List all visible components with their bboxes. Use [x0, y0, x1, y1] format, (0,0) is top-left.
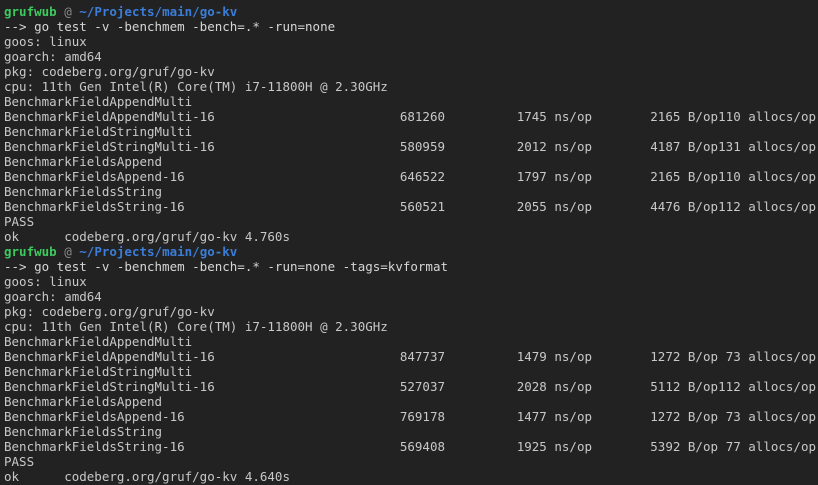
prompt-username: grufwub — [4, 244, 57, 259]
benchmark-iterations: 580959 — [399, 139, 445, 154]
benchmark-allocs-per-op: 73 allocs/op — [725, 349, 816, 364]
prompt-line: grufwub @ ~/Projects/main/go-kv — [4, 244, 818, 259]
benchmark-allocs-per-op: 77 allocs/op — [725, 439, 816, 454]
benchmark-row: BenchmarkFieldAppendMulti-16 681260 1745 n… — [4, 109, 818, 124]
benchmark-name: BenchmarkFieldsString-16 — [4, 439, 185, 454]
benchmark-bytes-per-op: 4476 B/op — [650, 199, 718, 214]
benchmark-bytes-per-op: 1272 B/op — [650, 349, 718, 364]
benchmark-iterations: 560521 — [399, 199, 445, 214]
benchmark-row: BenchmarkFieldAppendMulti-16 847737 1479 n… — [4, 349, 818, 364]
prompt-at-symbol: @ — [64, 4, 72, 19]
benchmark-iterations: 646522 — [399, 169, 445, 184]
benchmark-name: BenchmarkFieldAppendMulti-16 — [4, 109, 215, 124]
benchmark-header: BenchmarkFieldAppendMulti — [4, 334, 193, 349]
env-line: goarch: amd64 — [4, 289, 102, 304]
test-result: PASS — [4, 454, 35, 469]
benchmark-iterations: 847737 — [399, 349, 445, 364]
benchmark-ns-per-op: 1745 ns/op — [516, 109, 592, 124]
prompt-username: grufwub — [4, 4, 57, 19]
benchmark-bytes-per-op: 1272 B/op — [650, 409, 718, 424]
benchmark-name: BenchmarkFieldAppendMulti-16 — [4, 349, 215, 364]
benchmark-iterations: 527037 — [399, 379, 445, 394]
benchmark-name: BenchmarkFieldsAppend-16 — [4, 409, 185, 424]
benchmark-header: BenchmarkFieldsAppend — [4, 394, 163, 409]
benchmark-row: BenchmarkFieldStringMulti-16 527037 2028 n… — [4, 379, 818, 394]
prompt-at-symbol: @ — [64, 244, 72, 259]
env-line: pkg: codeberg.org/gruf/go-kv — [4, 64, 215, 79]
benchmark-header: BenchmarkFieldStringMulti — [4, 124, 193, 139]
benchmark-ns-per-op: 2028 ns/op — [516, 379, 592, 394]
benchmark-name: BenchmarkFieldsAppend-16 — [4, 169, 185, 184]
env-line: goos: linux — [4, 274, 87, 289]
benchmark-allocs-per-op: 110 allocs/op — [718, 169, 816, 184]
env-line: pkg: codeberg.org/gruf/go-kv — [4, 304, 215, 319]
benchmark-ns-per-op: 2012 ns/op — [516, 139, 592, 154]
benchmark-bytes-per-op: 5112 B/op — [650, 379, 718, 394]
benchmark-allocs-per-op: 110 allocs/op — [718, 109, 816, 124]
ok-summary-line: ok codeberg.org/gruf/go-kv 4.640s — [4, 469, 290, 484]
benchmark-header: BenchmarkFieldStringMulti — [4, 364, 193, 379]
benchmark-allocs-per-op: 131 allocs/op — [718, 139, 816, 154]
benchmark-iterations: 569408 — [399, 439, 445, 454]
prompt-path: ~/Projects/main/go-kv — [79, 244, 238, 259]
prompt-path: ~/Projects/main/go-kv — [79, 4, 238, 19]
benchmark-ns-per-op: 1797 ns/op — [516, 169, 592, 184]
benchmark-allocs-per-op: 112 allocs/op — [718, 379, 816, 394]
env-line: goarch: amd64 — [4, 49, 102, 64]
benchmark-header: BenchmarkFieldAppendMulti — [4, 94, 193, 109]
env-line: goos: linux — [4, 34, 87, 49]
benchmark-allocs-per-op: 112 allocs/op — [718, 199, 816, 214]
benchmark-bytes-per-op: 5392 B/op — [650, 439, 718, 454]
benchmark-header: BenchmarkFieldsAppend — [4, 154, 163, 169]
benchmark-row: BenchmarkFieldsAppend-16 769178 1477 ns/op… — [4, 409, 818, 424]
benchmark-bytes-per-op: 2165 B/op — [650, 109, 718, 124]
benchmark-header: BenchmarkFieldsString — [4, 184, 163, 199]
benchmark-header: BenchmarkFieldsString — [4, 424, 163, 439]
env-line: cpu: 11th Gen Intel(R) Core(TM) i7-11800… — [4, 319, 388, 334]
benchmark-ns-per-op: 1477 ns/op — [516, 409, 592, 424]
benchmark-row: BenchmarkFieldsString-16 569408 1925 ns/op… — [4, 439, 818, 454]
benchmark-row: BenchmarkFieldsAppend-16 646522 1797 ns/op… — [4, 169, 818, 184]
benchmark-iterations: 769178 — [399, 409, 445, 424]
test-result: PASS — [4, 214, 35, 229]
command-line[interactable]: --> go test -v -benchmem -bench=.* -run=… — [4, 19, 336, 34]
benchmark-bytes-per-op: 4187 B/op — [650, 139, 718, 154]
benchmark-allocs-per-op: 73 allocs/op — [725, 409, 816, 424]
prompt-line: grufwub @ ~/Projects/main/go-kv — [4, 4, 818, 19]
command-line[interactable]: --> go test -v -benchmem -bench=.* -run=… — [4, 259, 449, 274]
benchmark-bytes-per-op: 2165 B/op — [650, 169, 718, 184]
benchmark-name: BenchmarkFieldStringMulti-16 — [4, 379, 215, 394]
benchmark-ns-per-op: 2055 ns/op — [516, 199, 592, 214]
benchmark-row: BenchmarkFieldStringMulti-16 580959 2012 n… — [4, 139, 818, 154]
benchmark-row: BenchmarkFieldsString-16 560521 2055 ns/op… — [4, 199, 818, 214]
env-line: cpu: 11th Gen Intel(R) Core(TM) i7-11800… — [4, 79, 388, 94]
benchmark-iterations: 681260 — [399, 109, 445, 124]
benchmark-name: BenchmarkFieldStringMulti-16 — [4, 139, 215, 154]
ok-summary-line: ok codeberg.org/gruf/go-kv 4.760s — [4, 229, 290, 244]
benchmark-ns-per-op: 1925 ns/op — [516, 439, 592, 454]
benchmark-name: BenchmarkFieldsString-16 — [4, 199, 185, 214]
benchmark-ns-per-op: 1479 ns/op — [516, 349, 592, 364]
